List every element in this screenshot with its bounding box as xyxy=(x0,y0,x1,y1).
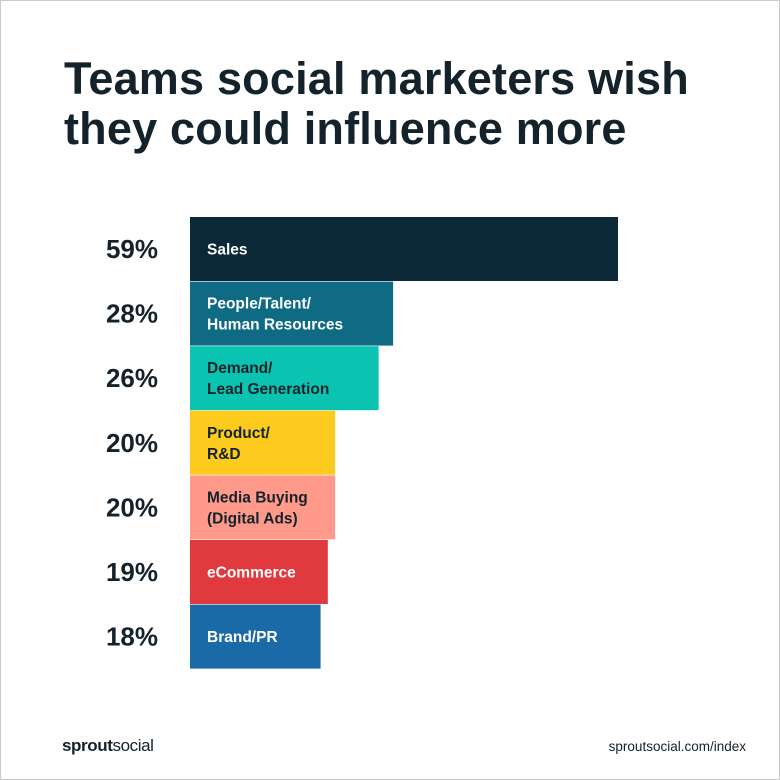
category-label: eCommerce xyxy=(207,565,296,582)
category-label: Media Buying xyxy=(207,489,308,506)
bar xyxy=(190,604,321,669)
bar xyxy=(190,281,394,346)
logo-word-sprout: sprout xyxy=(62,736,113,755)
value-label: 20% xyxy=(106,492,158,522)
bar xyxy=(190,346,379,411)
category-label: Brand/PR xyxy=(207,629,278,646)
logo-word-social: social xyxy=(112,736,154,755)
bar-group: 28% People/Talent/Human Resources xyxy=(106,281,394,346)
value-label: 20% xyxy=(106,428,158,458)
bar xyxy=(190,217,618,281)
category-label: R&D xyxy=(207,446,241,463)
bar-group: 19% eCommerce xyxy=(106,540,328,604)
value-label: 26% xyxy=(106,363,158,393)
source-url: sproutsocial.com/index xyxy=(608,739,746,754)
sproutsocial-logo: sproutsocial xyxy=(62,736,154,756)
chart-title-line-1: Teams social marketers wish xyxy=(64,53,689,104)
category-label: Demand/ xyxy=(207,360,273,377)
category-label: Lead Generation xyxy=(207,381,329,398)
bar xyxy=(190,410,336,475)
value-label: 28% xyxy=(106,299,158,329)
value-label: 18% xyxy=(106,622,158,652)
category-label: Product/ xyxy=(207,425,271,442)
chart-title: Teams social marketers wish they could i… xyxy=(64,54,744,154)
category-label: People/Talent/ xyxy=(207,296,312,313)
category-label: Human Resources xyxy=(207,317,343,334)
bar-group: 26% Demand/Lead Generation xyxy=(106,346,379,411)
value-label: 19% xyxy=(106,557,158,587)
category-label: (Digital Ads) xyxy=(207,510,298,527)
value-label: 59% xyxy=(106,234,158,264)
category-label: Sales xyxy=(207,242,248,259)
bar-group: 59% Sales xyxy=(106,217,618,281)
bar xyxy=(190,540,328,604)
bar xyxy=(190,475,336,540)
bar-group: 20% Media Buying (Digital Ads) xyxy=(106,475,336,540)
bar-group: 20% Product/R&D xyxy=(106,410,336,475)
bar-group: 18% Brand/PR xyxy=(106,604,321,669)
chart-title-line-2: they could influence more xyxy=(64,103,627,154)
